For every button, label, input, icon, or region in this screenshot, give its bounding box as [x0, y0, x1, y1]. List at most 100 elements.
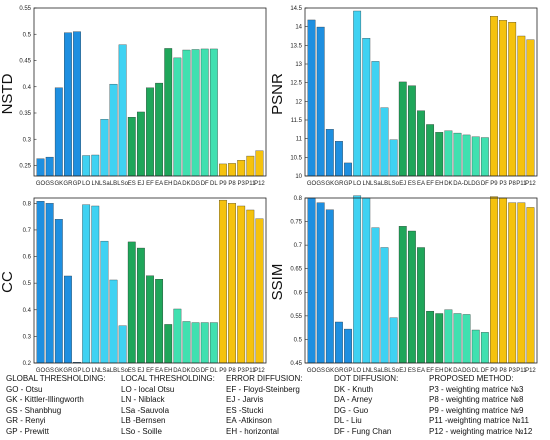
x-tick-label: ES [408, 181, 416, 187]
bar-DK [182, 49, 191, 177]
x-tick-label: DA [173, 368, 181, 374]
x-tick-label: LSa [99, 368, 110, 374]
bar-P3 [237, 160, 246, 177]
bar-P3 [499, 20, 507, 177]
x-tick-label: P12 [525, 181, 536, 187]
x-tick-label: EH [435, 181, 443, 187]
bar-GK [325, 209, 334, 364]
x-tick-label: DF [481, 181, 489, 187]
legend-proposed-item: P12 - weighting matrice №12 [429, 426, 533, 436]
chart-ssim: 0.45 0.5 0.55 0.6 0.65 0.7 0.75 0.8 GO GS GK GR GP LO… [269, 195, 538, 374]
bar-GS [45, 203, 54, 364]
bar-P12 [526, 39, 535, 177]
bar-GR [64, 275, 72, 364]
bar-EF [146, 87, 154, 177]
bar-P11 [517, 35, 526, 177]
legend-global-item: GO - Otsu [6, 384, 43, 394]
bar-EA [155, 279, 164, 364]
legend-global-item: GS - Shanbhug [6, 405, 62, 415]
x-tick-label: EF [426, 181, 434, 187]
x-tick-label: DK [182, 181, 190, 187]
bar-P12 [255, 150, 264, 177]
y-tick-label: 0.3 [23, 334, 32, 340]
bar-GS [316, 26, 325, 177]
legend-dot-item: DF - Fung Chan [334, 426, 392, 436]
y-tick-label: 14 [295, 25, 302, 31]
bar-EF [146, 275, 154, 364]
y-axis-label: PSNR [269, 73, 286, 115]
y-axis-label: NSTD [0, 73, 16, 114]
x-tick-label: LO [353, 368, 361, 374]
bar-P8 [228, 163, 236, 177]
y-tick-label: 0.3 [23, 137, 32, 143]
x-tick-label: DA [453, 181, 461, 187]
x-tick-label: EH [435, 368, 443, 374]
legend-dot-item: DK - Knuth [334, 384, 374, 394]
bar-LO [353, 195, 362, 364]
x-tick-label: DK [182, 368, 190, 374]
plot-frame [33, 7, 267, 177]
bar-DF [200, 48, 209, 177]
y-tick-label: 0.5 [23, 32, 32, 38]
bar-EJ [398, 81, 407, 177]
bar-P3 [508, 202, 517, 364]
x-tick-label: ES [128, 368, 136, 374]
y-axis-label: CC [0, 271, 16, 293]
y-tick-label: 0.55 [19, 6, 31, 12]
bar-GP [73, 31, 81, 177]
bar-EF [426, 310, 435, 364]
legend-proposed: PROPOSED METHOD: P3 - weighting matrice … [429, 374, 532, 437]
legend-error-item: EF - Floyd-Steinberg [226, 384, 300, 394]
x-tick-label: P9 [219, 368, 227, 374]
y-tick-label: 0.55 [290, 314, 302, 320]
x-tick-label: P12 [254, 181, 265, 187]
x-tick-label: DG [462, 368, 471, 374]
x-tick-label: P8 [499, 368, 507, 374]
y-tick-label: 10 [295, 174, 302, 180]
y-tick-label: 12 [295, 99, 302, 105]
y-tick-label: 0.75 [290, 220, 302, 226]
y-tick-label: 0.4 [23, 308, 32, 314]
x-tick-label: P11 [516, 181, 527, 187]
bar-GO [36, 158, 45, 177]
bar-DA [453, 132, 462, 177]
x-tick-label: LB [110, 181, 117, 187]
legend-dot-item: DG - Guo [334, 405, 369, 415]
x-tick-label: GR [63, 368, 73, 374]
x-tick-label: GO [36, 181, 46, 187]
legend-local-item: LSo - Soille [121, 426, 162, 436]
bar-DL [209, 48, 218, 177]
plot-frame [33, 197, 267, 364]
x-tick-label: EJ [399, 181, 406, 187]
bar-LN [91, 154, 100, 177]
bar-DG [191, 322, 200, 364]
chart-cc: 0.2 0.3 0.4 0.5 0.6 0.7 0.8 GO GS GK GR GP LO LN LSa LB… [0, 197, 267, 374]
x-tick-label: LN [362, 181, 370, 187]
bar-EA [155, 82, 164, 177]
x-tick-label: EA [417, 181, 425, 187]
x-tick-label: LB [110, 368, 117, 374]
x-tick-label: DG [471, 181, 480, 187]
legend-local: LOCAL THRESHOLDING: LO - local Otsu LN -… [121, 374, 215, 437]
x-tick-label: GP [73, 181, 82, 187]
bar-EJ [136, 247, 145, 364]
x-tick-label: P9 [219, 181, 227, 187]
bar-EH [435, 313, 444, 364]
x-tick-label: GR [334, 368, 344, 374]
y-tick-label: 0.5 [294, 337, 303, 343]
x-tick-label: P9 [490, 368, 498, 374]
bar-P11 [246, 155, 255, 177]
y-tick-label: 0.6 [23, 255, 32, 261]
bar-DG [471, 136, 480, 177]
x-tick-label: P3 [509, 368, 517, 374]
legend-error-title: ERROR DIFFUSION: [226, 374, 303, 383]
bar-DA [453, 313, 462, 364]
x-tick-label: LO [353, 181, 361, 187]
bar-LO [82, 204, 91, 364]
bar-EA [417, 110, 425, 177]
x-tick-label: P3 [499, 181, 507, 187]
bar-P11 [246, 209, 255, 364]
x-tick-label: P3 [238, 181, 246, 187]
bar-LSa [371, 227, 380, 364]
x-tick-label: P8 [228, 368, 236, 374]
